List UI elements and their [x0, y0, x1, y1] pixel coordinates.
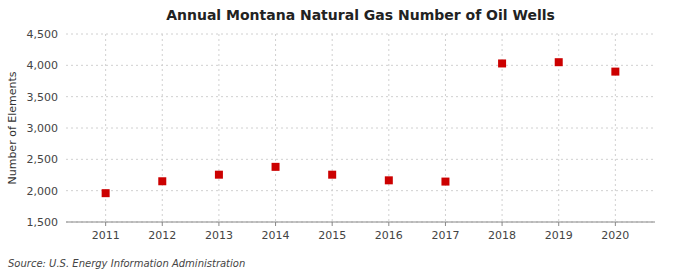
- x-grid-line: [275, 34, 276, 222]
- source-annotation: Source: U.S. Energy Information Administ…: [8, 258, 245, 269]
- x-tick-mark: [445, 222, 446, 226]
- x-tick-mark: [105, 222, 106, 226]
- x-tick-mark: [162, 222, 163, 226]
- y-grid-line: [66, 128, 655, 129]
- y-tick-label: 2,000: [27, 185, 59, 198]
- x-grid-line: [388, 34, 389, 222]
- x-tick-label: 2012: [148, 229, 176, 242]
- point: [385, 176, 393, 184]
- x-tick-mark: [388, 222, 389, 226]
- y-grid-line: [66, 96, 655, 97]
- point: [328, 171, 336, 179]
- point: [498, 59, 506, 67]
- y-tick-label: 3,000: [27, 122, 59, 135]
- point: [441, 178, 449, 186]
- y-axis-label: Number of Elements: [6, 71, 19, 184]
- x-grid-line: [445, 34, 446, 222]
- x-tick-mark: [615, 222, 616, 226]
- x-tick-mark: [558, 222, 559, 226]
- y-grid-line: [66, 159, 655, 160]
- point: [611, 68, 619, 76]
- x-tick-mark: [218, 222, 219, 226]
- title: Annual Montana Natural Gas Number of Oil…: [166, 7, 555, 23]
- axes: 1,500 2,000 2,500 3,000 3,500 4,000 4,500 2011 2…: [27, 28, 656, 242]
- point: [272, 163, 280, 171]
- x-tick-label: 2011: [92, 229, 120, 242]
- x-tick-label: 2020: [601, 229, 629, 242]
- y-grid-line: [66, 65, 655, 66]
- x-tick-mark: [502, 222, 503, 226]
- point: [102, 189, 110, 197]
- x-grid-line: [615, 34, 616, 222]
- grid: [66, 34, 655, 222]
- point: [215, 171, 223, 179]
- x-grid-line: [162, 34, 163, 222]
- y-tick-label: 4,500: [27, 28, 59, 41]
- x-tick-label: 2014: [262, 229, 290, 242]
- chart-svg: Annual Montana Natural Gas Number of Oil…: [0, 0, 675, 275]
- x-tick-label: 2013: [205, 229, 233, 242]
- x-tick-mark: [332, 222, 333, 226]
- x-grid-line: [332, 34, 333, 222]
- x-grid-line: [218, 34, 219, 222]
- x-tick-label: 2019: [545, 229, 573, 242]
- points: [102, 58, 620, 197]
- y-tick-label: 4,000: [27, 59, 59, 72]
- y-grid-line: [66, 222, 655, 223]
- y-tick-label: 1,500: [27, 216, 59, 229]
- point: [158, 177, 166, 185]
- y-grid-line: [66, 34, 655, 35]
- y-tick-label: 2,500: [27, 153, 59, 166]
- y-tick-label: 3,500: [27, 91, 59, 104]
- x-tick-mark: [275, 222, 276, 226]
- chart-container: Annual Montana Natural Gas Number of Oil…: [0, 0, 675, 275]
- x-tick-label: 2015: [318, 229, 346, 242]
- x-axis-line: [66, 222, 655, 223]
- point: [555, 58, 563, 66]
- x-tick-label: 2017: [431, 229, 459, 242]
- y-grid-line: [66, 190, 655, 191]
- x-tick-label: 2018: [488, 229, 516, 242]
- x-tick-label: 2016: [375, 229, 403, 242]
